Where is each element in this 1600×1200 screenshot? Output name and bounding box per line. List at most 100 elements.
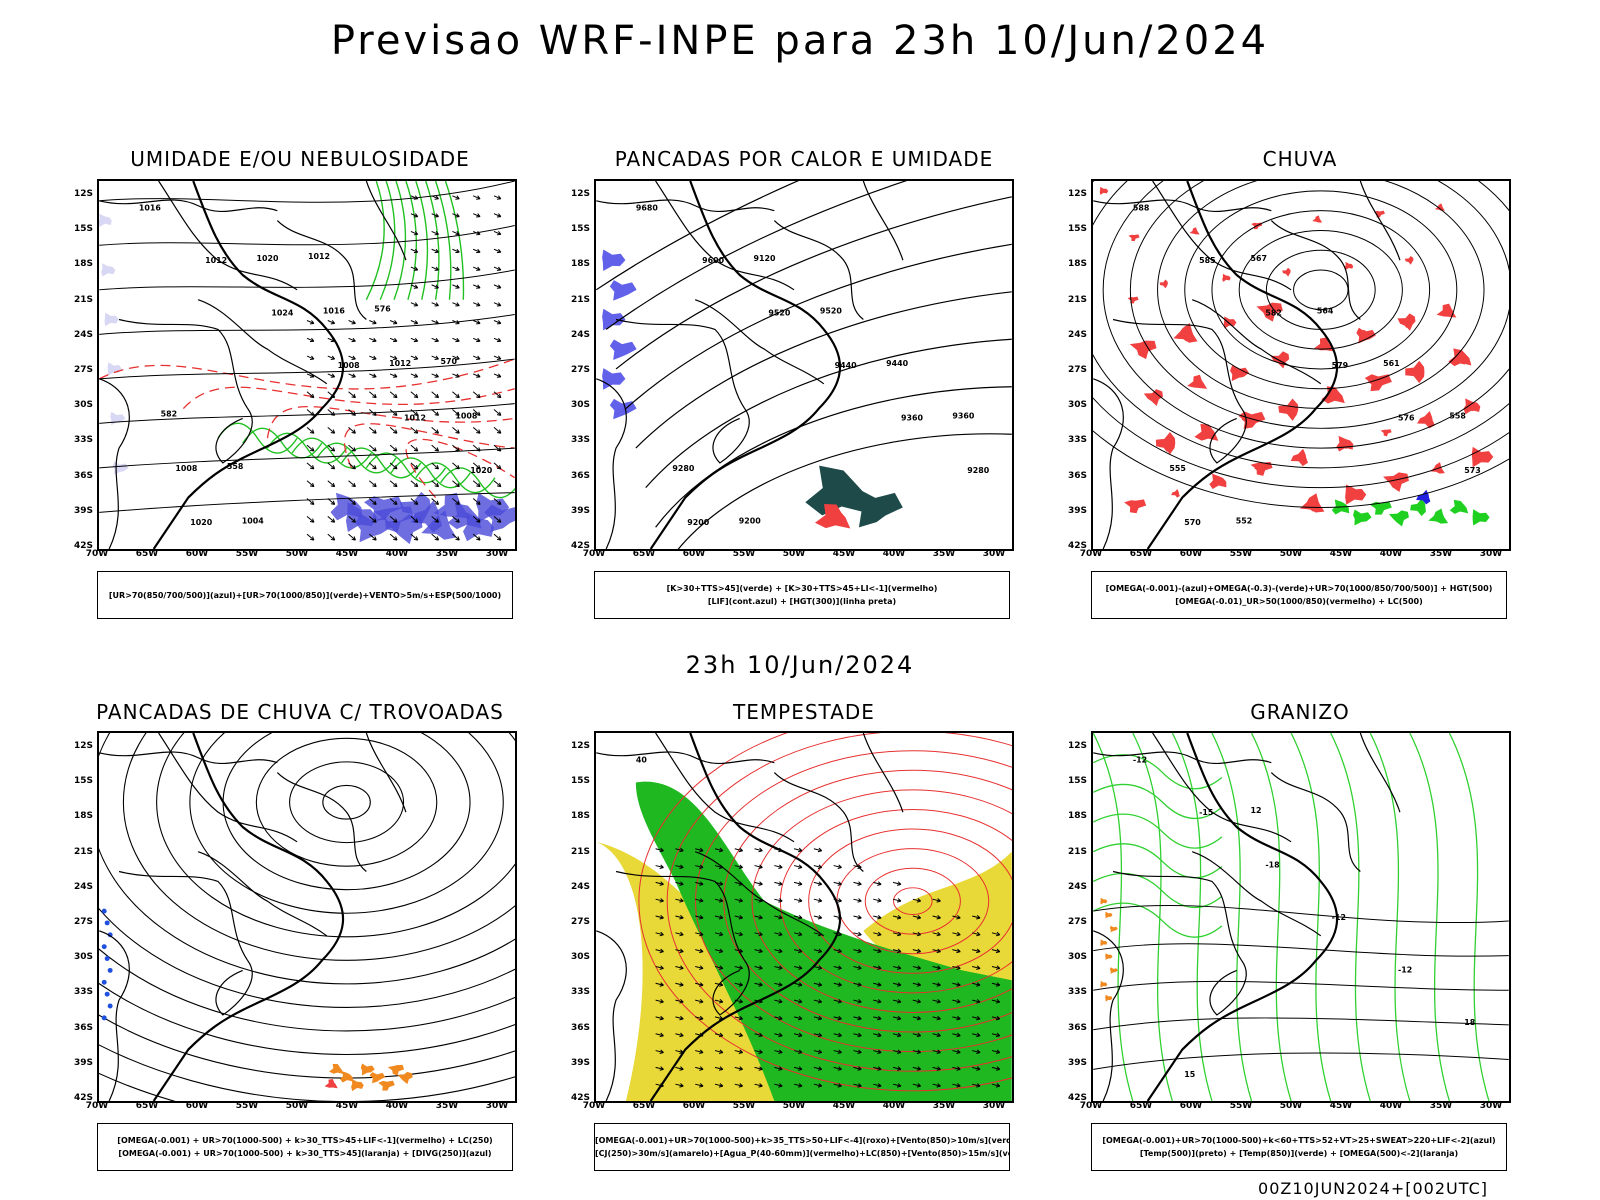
latitude-label: 42S [73,1093,93,1103]
latitude-label: 30S [73,952,93,963]
longitude-label: 45W [335,549,359,559]
contour-label: -12 [1133,756,1147,765]
contour-label: 1004 [242,516,265,525]
wind-vector [348,462,356,470]
wind-vector [991,1083,1001,1088]
political-border [99,199,278,213]
wind-vector [655,1015,664,1021]
longitude-label: 35W [1429,1101,1453,1111]
wind-vector [695,881,704,886]
temp850-contour [1369,733,1411,1101]
wind-vector [932,999,941,1004]
temp500-contour [1093,1017,1509,1031]
wind-vector [493,373,502,378]
wind-vector [452,409,460,416]
panel-title: PANCADAS POR CALOR E UMIDADE [614,147,994,171]
humidity-contour [415,181,429,300]
wind-vector [452,462,460,470]
wind-vector [714,931,724,937]
wind-vector [774,982,783,987]
wind-vector [932,1032,941,1038]
legend-line: [OMEGA(-0.001)+UR>70(1000-500)+k<60+TTS>… [1102,1136,1496,1145]
main-title: Previsao WRF-INPE para 23h 10/Jun/2024 [330,18,1270,64]
coastline [1146,181,1338,549]
latitude-label: 12S [1067,189,1087,199]
wind-vector [754,864,763,870]
wind-vector [714,1032,724,1038]
political-border [694,851,825,937]
rain-fill [1434,203,1445,211]
temp850-contour [1330,733,1371,1101]
latitude-label: 18S [570,811,590,822]
temp500-contour [1093,1052,1509,1070]
legend-line: [LIF](cont.azul) + [HGT(300)](linha pret… [707,597,897,606]
wind-vector [972,931,981,937]
latitude-label: 18S [73,259,93,270]
temp500-contour [1093,904,1509,924]
wind-vector [734,1015,744,1021]
wind-vector [306,462,315,470]
wind-vector [431,480,440,488]
wind-vector [389,444,398,452]
wind-vector [389,533,398,541]
longitude-label: 55W [732,1101,756,1111]
wind-vector [369,444,377,452]
contour-label: 9680 [636,204,659,213]
wind-vector [695,864,704,870]
contour-label: 9200 [739,516,762,525]
longitude-label: 70W [582,1101,606,1111]
wind-vector [493,195,502,200]
wind-vector [972,1032,981,1038]
wind-vector [493,337,502,343]
humidity-contour [291,437,372,469]
political-border [1093,378,1124,549]
wind-vector [675,864,684,870]
wind-vector [793,898,803,903]
wind-vector [754,914,763,920]
convection-fill [387,1064,405,1076]
wind-vector [389,355,398,360]
wind-vector [833,1049,842,1054]
political-border [1191,299,1322,385]
wind-vector [410,498,419,505]
wind-vector [452,426,460,434]
wind-vector [410,213,419,218]
contour-label: 12 [1251,806,1262,815]
wind-vector [754,1066,763,1071]
wind-vector [833,999,842,1004]
latitude-label: 18S [570,259,590,270]
convection-fill [340,1071,353,1083]
streamline [751,789,1012,1013]
wind-vector [369,533,377,541]
wind-vector [472,444,481,452]
wind-vector [410,355,419,360]
wind-vector [410,462,419,470]
wind-vector [774,948,783,954]
contour-label: 9440 [886,359,909,368]
rain-fill [1383,472,1409,493]
contour-label: 1008 [175,464,198,473]
latitude-label: 30S [1067,400,1087,411]
wind-vector [774,864,783,870]
wind-vector [472,284,481,289]
political-border [99,751,278,765]
latitude-label: 42S [73,541,93,551]
wind-vector [695,914,704,920]
wind-vector [754,965,763,970]
wind-vector [389,498,398,505]
rain-fill [1362,329,1373,338]
contour-label: 18 [1464,1018,1476,1027]
political-border [1270,772,1361,872]
streamline [156,733,515,938]
wind-vector [892,1032,902,1038]
temp850-contour [1093,813,1223,849]
contour-label: -12 [1332,913,1346,922]
coastline [152,181,344,549]
wind-vector [472,266,481,271]
contour-label: 570 [1184,518,1201,527]
wind-vector [813,847,823,853]
latitude-label: 42S [1067,1093,1087,1103]
longitude-label: 45W [832,549,856,559]
wind-vector [306,498,315,505]
wind-vector [991,965,1001,970]
